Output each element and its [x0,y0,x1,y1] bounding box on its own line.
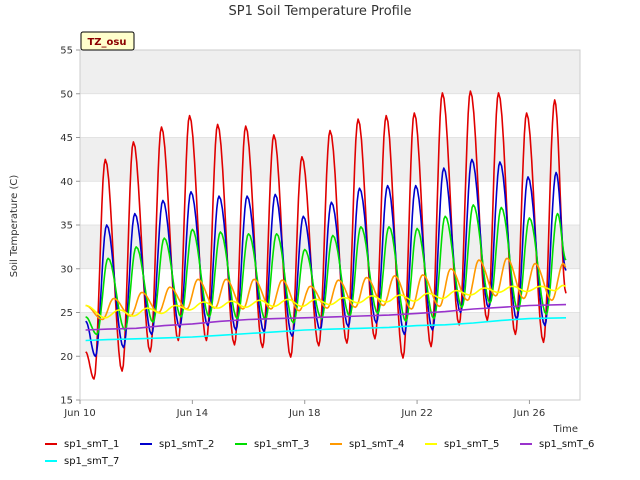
y-tick-label: 30 [60,264,73,275]
tick-labels: 15 20 25 30 35 40 45 50 55 Jun 10 Jun 14 Jun 18 Jun … [60,46,545,420]
series-line-sp1_smT_3 [85,204,567,336]
y-tick-label: 40 [60,177,73,188]
x-tick-label: Jun 26 [513,408,546,419]
series-line-sp1_smT_5 [85,284,567,319]
series-line-sp1_smT_6 [85,303,567,331]
legend-label: sp1_smT_5 [444,439,499,450]
legend-label: sp1_smT_1 [64,439,119,450]
legend-label: sp1_smT_2 [159,439,214,450]
x-axis-label: Time [553,424,578,435]
series-line-sp1_smT_7 [85,317,567,342]
legend-label: sp1_smT_4 [349,439,404,450]
legend-label: sp1_smT_6 [539,439,594,450]
plot-band [80,50,580,94]
x-tick-label: Jun 14 [176,408,209,419]
y-tick-label: 20 [60,352,73,363]
y-tick-label: 55 [60,46,73,57]
series-line-sp1_smT_2 [85,158,567,358]
y-tick-label: 50 [60,89,73,100]
tz-badge-label: TZ_osu [87,37,126,48]
x-tick-label: Jun 10 [63,408,96,419]
series-line-sp1_smT_4 [85,257,567,321]
plot-band [80,312,580,357]
tz-badge: TZ_osu [80,31,135,51]
chart-title: SP1 Soil Temperature Profile [229,4,412,19]
legend-label: sp1_smT_7 [64,456,119,467]
y-tick-label: 45 [60,133,73,144]
series-layer [85,90,567,380]
y-tick-label: 35 [60,221,73,232]
legend-label: sp1_smT_3 [254,439,309,450]
y-tick-label: 15 [60,396,73,407]
tz-badge-box [80,31,135,51]
x-tick-label: Jun 22 [400,408,433,419]
legend: sp1_smT_1 sp1_smT_2 sp1_smT_3 sp1_smT_4 sp1_… [45,439,594,467]
y-tick-label: 25 [60,308,73,319]
x-tick-label: Jun 18 [288,408,321,419]
y-axis-label: Soil Temperature (C) [9,175,20,278]
plot-band [80,137,580,182]
